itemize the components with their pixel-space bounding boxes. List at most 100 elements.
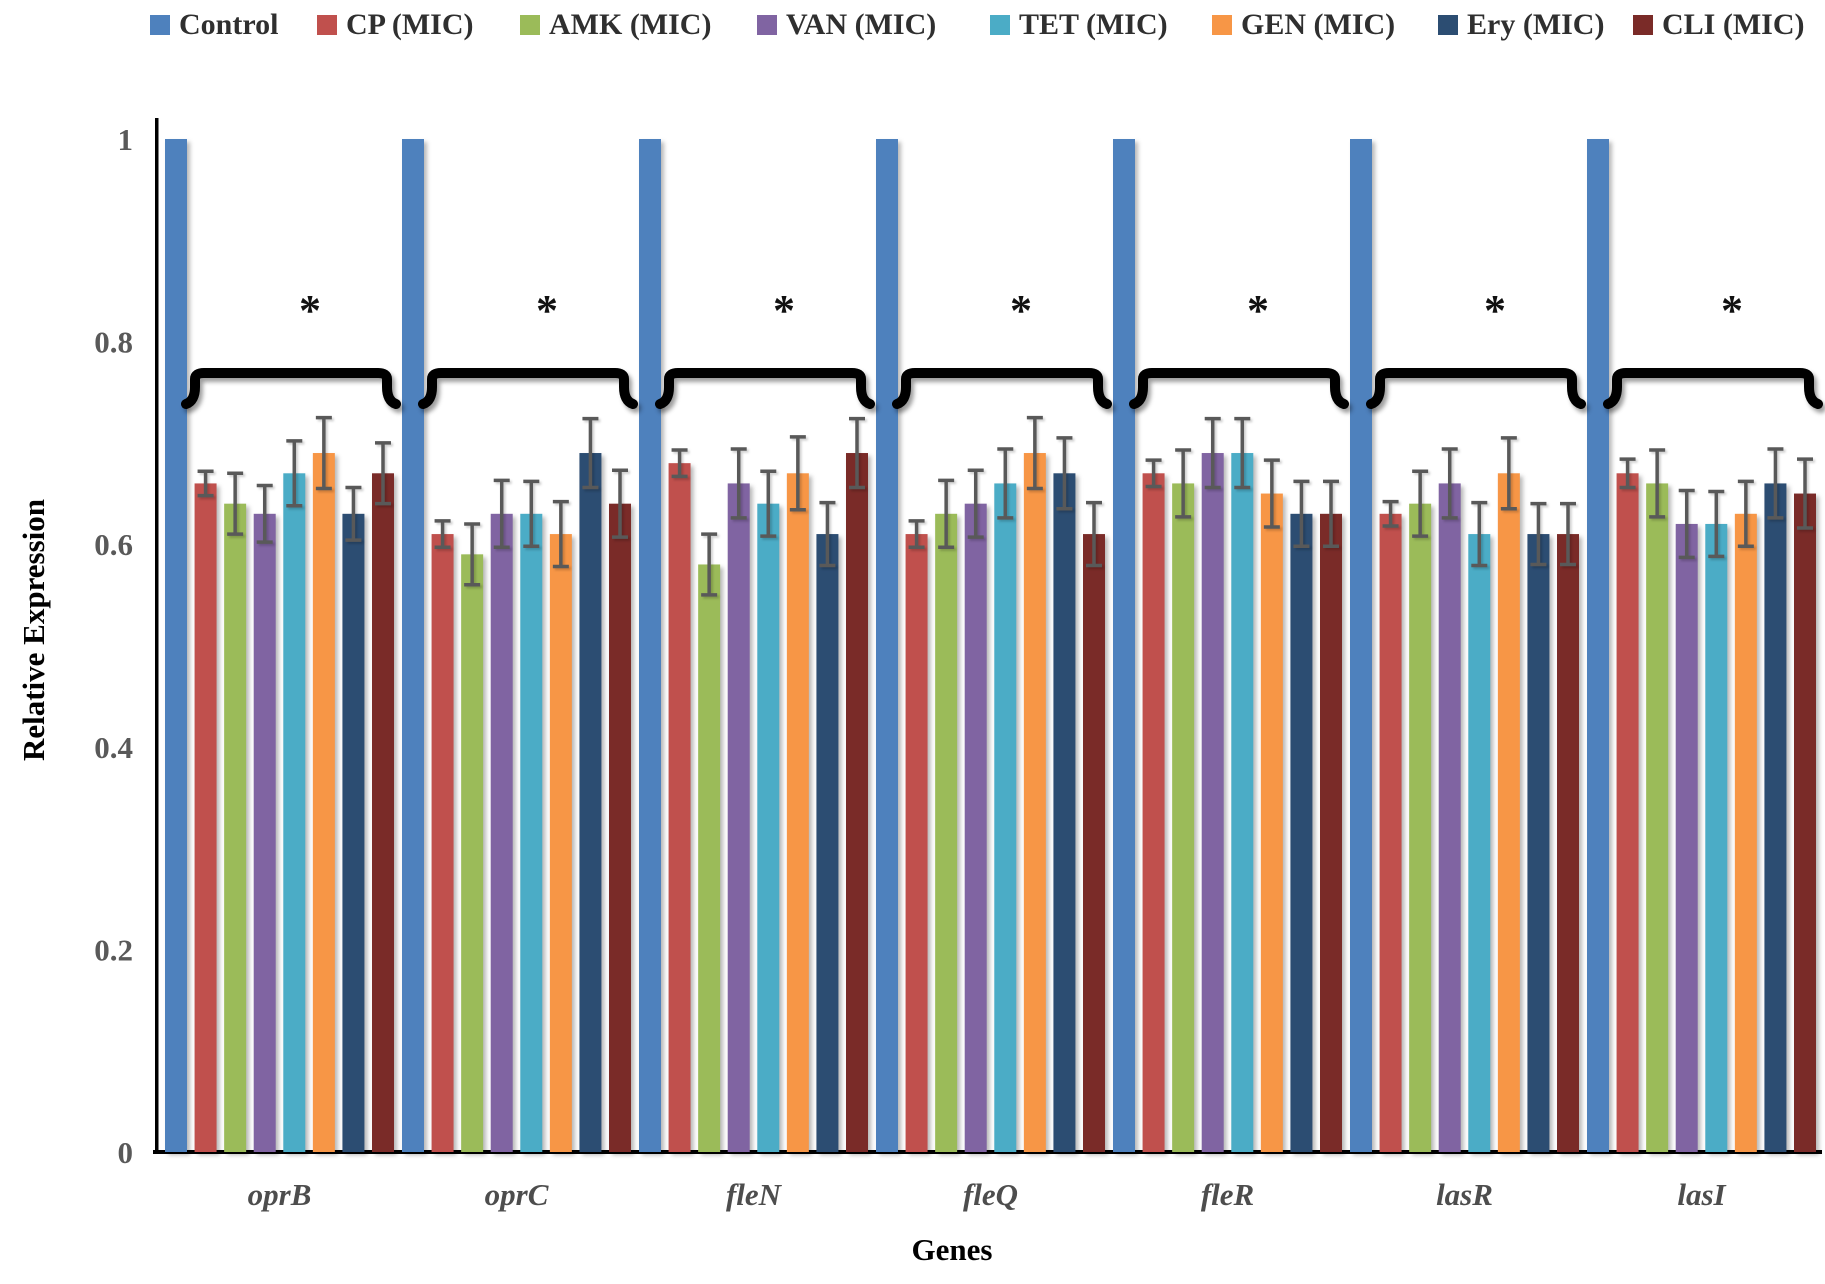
error-bar [1263, 458, 1280, 529]
x-axis-line [153, 1150, 1822, 1154]
legend-swatch-icon [1633, 15, 1653, 35]
significance-asterisk: * [1010, 286, 1032, 335]
error-bar [1026, 415, 1043, 491]
error-bar [1056, 436, 1073, 511]
significance-bracket [892, 368, 1112, 409]
y-tick-label: 0.6 [94, 527, 133, 562]
bar-ery-oprC [579, 453, 602, 1152]
y-axis-title: Relative Expression [16, 498, 51, 762]
x-category-label: lasR [1436, 1177, 1493, 1212]
y-tick-label: 1 [118, 122, 134, 157]
error-bar [938, 478, 955, 549]
error-bar [197, 469, 214, 498]
bar-gen-oprB [312, 453, 335, 1152]
significance-asterisk: * [299, 286, 321, 335]
error-bar [434, 519, 451, 549]
error-bar [997, 447, 1014, 520]
legend-item-van: VAN (MIC) [757, 8, 936, 42]
bar-control-oprC [402, 139, 424, 1152]
x-category-label: fleN [726, 1177, 783, 1212]
legend-item-label: AMK (MIC) [549, 8, 712, 41]
bar-amk-fleN [698, 564, 721, 1152]
bar-cp-lasR [1379, 513, 1402, 1152]
bar-tet-fleN [757, 503, 780, 1152]
bar-cli-lasI [1793, 493, 1816, 1152]
legend-swatch-icon [1438, 15, 1458, 35]
bar-tet-lasR [1468, 534, 1491, 1152]
bar-gen-oprC [549, 534, 572, 1152]
significance-asterisk: * [773, 286, 795, 335]
bar-cli-oprB [371, 473, 394, 1152]
bar-amk-oprB [224, 503, 247, 1152]
significance-asterisk: * [1721, 286, 1743, 335]
error-bar [1145, 458, 1162, 489]
error-bar [1382, 499, 1399, 528]
bar-cp-fleR [1142, 473, 1165, 1152]
error-bar [1678, 488, 1695, 560]
bar-gen-fleQ [1023, 453, 1046, 1152]
error-bar [1797, 457, 1813, 530]
y-axis-line [155, 118, 159, 1154]
legend-item-amk: AMK (MIC) [520, 8, 711, 42]
bar-van-fleN [727, 483, 750, 1152]
legend-swatch-icon [1212, 15, 1232, 35]
error-bar [848, 416, 865, 490]
legend-item-label: Control [179, 8, 279, 41]
error-bar [1175, 448, 1192, 519]
bar-ery-fleQ [1053, 473, 1076, 1152]
bar-control-oprB [165, 139, 187, 1152]
bar-gen-fleR [1260, 493, 1283, 1152]
legend-item-label: CP (MIC) [346, 8, 474, 41]
bar-amk-fleQ [935, 513, 958, 1152]
bar-tet-oprC [520, 513, 543, 1152]
x-category-label: lasI [1677, 1177, 1726, 1212]
significance-bracket [418, 368, 638, 409]
error-bar [582, 416, 599, 490]
error-bar [493, 478, 510, 549]
x-category-label: fleR [1201, 1177, 1254, 1212]
error-bar [464, 522, 481, 587]
x-axis-title: Genes [911, 1232, 993, 1267]
legend-item-label: Ery (MIC) [1467, 8, 1605, 41]
bar-control-lasR [1350, 139, 1372, 1152]
bar-gen-lasI [1734, 513, 1757, 1152]
legend-item-control: Control [150, 8, 278, 42]
error-bar [611, 468, 628, 539]
error-bar [1086, 500, 1102, 568]
bar-amk-lasR [1409, 503, 1432, 1152]
bar-amk-oprC [461, 554, 484, 1152]
legend-swatch-icon [990, 15, 1010, 35]
legend-swatch-icon [520, 15, 540, 35]
error-bar [227, 471, 244, 536]
bar-van-oprC [490, 513, 513, 1152]
error-bar [789, 435, 806, 512]
legend-swatch-icon [317, 15, 337, 35]
bar-cp-oprC [431, 534, 454, 1152]
error-bar [671, 448, 688, 479]
bar-ery-lasI [1764, 483, 1787, 1152]
bar-cp-oprB [194, 483, 217, 1152]
legend-item-label: VAN (MIC) [786, 8, 937, 41]
error-bar [1530, 501, 1547, 567]
bar-tet-oprB [283, 473, 306, 1152]
error-bar [1767, 447, 1784, 520]
error-bar [1293, 479, 1310, 548]
error-bar [1323, 479, 1339, 548]
error-bar [1619, 457, 1636, 490]
bar-ery-oprB [342, 513, 365, 1152]
y-tick-label: 0.8 [94, 325, 133, 360]
y-tick-label: 0.2 [94, 932, 133, 967]
error-bar [1204, 416, 1221, 490]
significance-asterisk: * [1247, 286, 1269, 335]
chart-legend: Control CP (MIC) AMK (MIC) VAN (MIC) TET (MI… [0, 0, 1825, 48]
bar-ery-fleN [816, 534, 839, 1152]
legend-item-ery: Ery (MIC) [1438, 8, 1604, 42]
legend-item-cp: CP (MIC) [317, 8, 473, 42]
bar-cp-fleQ [905, 534, 928, 1152]
error-bar [1708, 489, 1725, 559]
bar-van-fleR [1201, 453, 1224, 1152]
error-bar [908, 519, 925, 549]
error-bar [523, 479, 540, 548]
significance-bracket [1366, 368, 1586, 409]
